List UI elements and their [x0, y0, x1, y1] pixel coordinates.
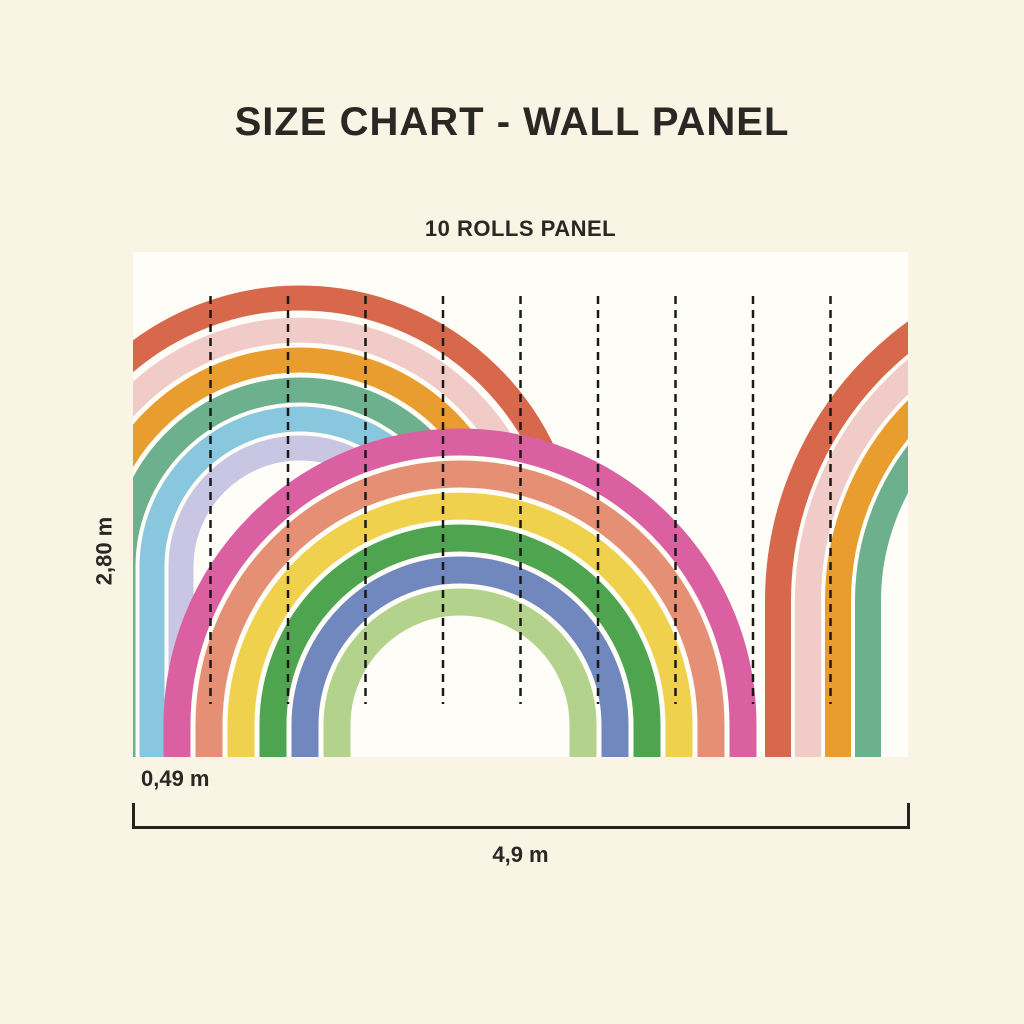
center-rainbow-band-yellow [227, 492, 693, 757]
wall-panel-illustration [133, 252, 908, 757]
total-width-label: 4,9 m [492, 842, 549, 867]
center-rainbow-band-salmon [195, 460, 725, 757]
center-rainbow-band-kelly-green [259, 524, 661, 757]
panel-subtitle: 10 ROLLS PANEL [424, 216, 617, 241]
right-rainbow-band-orange [825, 400, 908, 757]
panel-height-label: 2,80 m [82, 463, 126, 638]
panel-height-text: 2,80 m [91, 516, 116, 585]
right-rainbow-band-teal-green [855, 445, 908, 757]
right-rainbow-band-pale-pink [795, 359, 908, 757]
total-width-bracket [132, 803, 910, 829]
rainbow-panel-svg [133, 285, 908, 757]
center-rainbow-band-magenta [163, 428, 757, 757]
page-title: SIZE CHART - WALL PANEL [234, 100, 790, 144]
right-rainbow-band-coral-red [765, 321, 908, 757]
roll-width-label: 0,49 m [141, 766, 210, 791]
center-rainbow-band-periwinkle [291, 556, 629, 757]
center-rainbow-band-light-green [323, 588, 597, 757]
